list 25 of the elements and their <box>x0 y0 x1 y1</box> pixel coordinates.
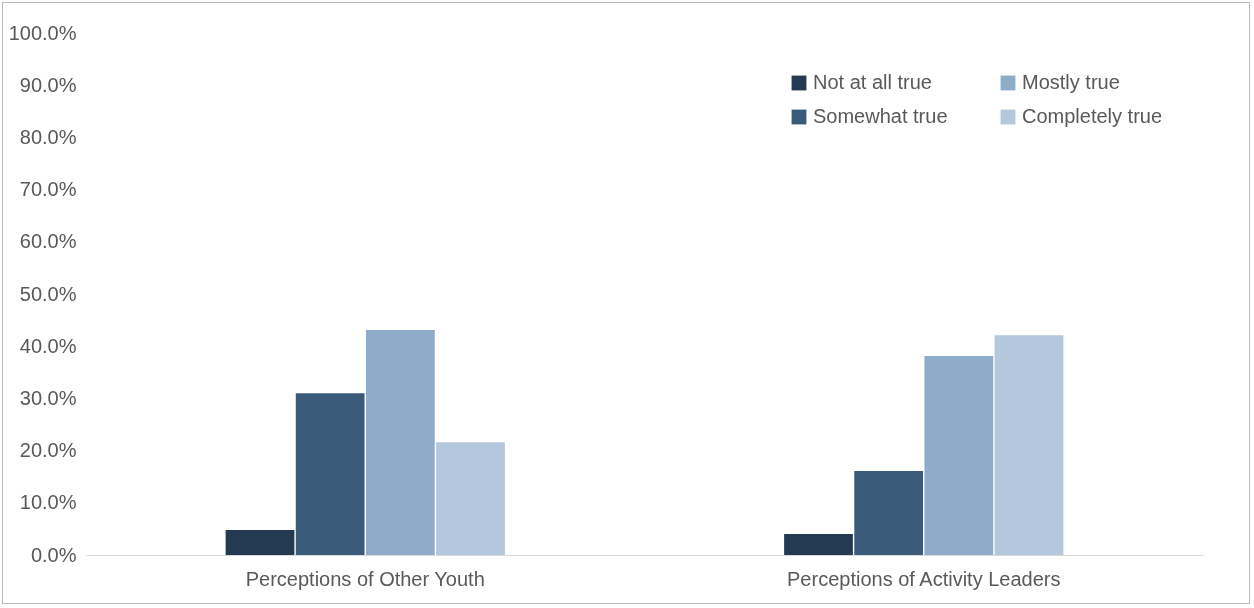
y-tick-label: 10.0% <box>19 491 77 514</box>
bar <box>365 330 435 555</box>
y-tick-label: 20.0% <box>19 439 77 462</box>
y-tick-label: 90.0% <box>19 73 77 96</box>
bar <box>854 470 924 555</box>
y-tick-label: 0.0% <box>30 543 77 566</box>
x-tick-label: Perceptions of Other Youth <box>245 567 485 590</box>
bar <box>924 356 994 555</box>
y-tick-label: 60.0% <box>19 230 77 253</box>
legend-label: Somewhat true <box>813 105 948 127</box>
legend-label: Completely true <box>1022 105 1163 127</box>
y-tick-label: 80.0% <box>19 125 77 148</box>
bar <box>225 529 295 555</box>
y-tick-label: 70.0% <box>19 178 77 201</box>
bar <box>994 335 1064 555</box>
bar <box>295 393 365 555</box>
y-tick-label: 30.0% <box>19 386 77 409</box>
y-tick-label: 50.0% <box>19 282 77 305</box>
x-tick-label: Perceptions of Activity Leaders <box>787 567 1061 590</box>
bar <box>784 534 853 555</box>
y-tick-label: 100.0% <box>8 21 77 44</box>
legend-label: Not at all true <box>813 71 932 93</box>
y-tick-label: 40.0% <box>19 334 77 357</box>
legend-label: Mostly true <box>1022 71 1120 93</box>
bar <box>436 442 505 555</box>
